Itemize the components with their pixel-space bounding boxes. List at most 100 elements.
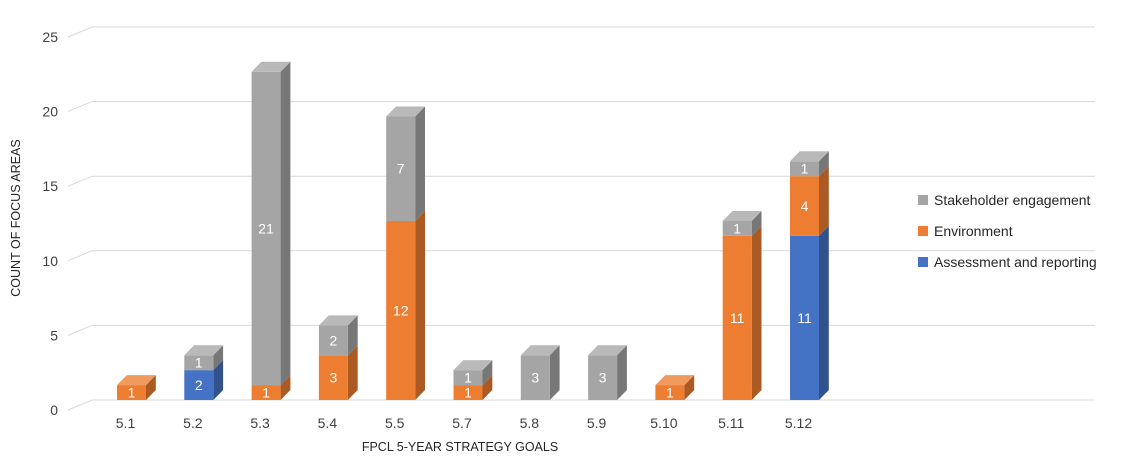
bar-top	[251, 61, 291, 72]
data-label: 1	[801, 161, 809, 177]
bar-segment: 12	[386, 210, 425, 400]
data-label: 2	[195, 377, 203, 393]
bar-front	[453, 370, 483, 386]
bar-front	[588, 355, 618, 400]
bar-front	[251, 385, 281, 400]
bar-side	[146, 375, 156, 400]
bar-top	[722, 210, 762, 221]
bar-segment: 1	[251, 375, 291, 401]
x-tick-label: 5.12	[785, 415, 812, 431]
data-label: 3	[531, 370, 539, 386]
bar-side	[213, 345, 224, 371]
bar-front	[722, 235, 752, 400]
data-label: 7	[397, 161, 405, 177]
data-label: 1	[262, 385, 270, 401]
bar-segment: 1	[790, 151, 829, 177]
bar-segment: 4	[790, 166, 829, 236]
x-tick-label: 5.8	[520, 415, 540, 431]
bar-segment: 2	[184, 360, 224, 400]
data-label: 1	[464, 385, 472, 401]
bar-front	[655, 385, 685, 400]
bar-front	[453, 385, 483, 400]
legend-swatch	[918, 257, 928, 267]
y-tick-label: 20	[42, 104, 58, 120]
x-tick-label: 5.2	[183, 415, 203, 431]
data-label: 1	[666, 385, 674, 401]
bar-front	[790, 161, 819, 177]
y-tick-label: 5	[50, 327, 58, 343]
gridline	[67, 175, 1095, 187]
bar-segment: 2	[318, 315, 358, 356]
bar-side	[751, 225, 762, 400]
bar-top	[117, 375, 156, 386]
y-tick-label: 0	[50, 402, 58, 418]
gridline	[67, 399, 1095, 411]
legend-swatch	[918, 195, 928, 205]
data-label: 11	[730, 310, 745, 326]
bar-segment: 1	[453, 375, 493, 401]
bar-front	[318, 325, 348, 356]
y-tick-label: 25	[42, 29, 58, 45]
data-label: 12	[393, 302, 409, 318]
bar-front	[184, 355, 214, 371]
bar-front	[117, 385, 146, 400]
bar-side	[549, 345, 560, 400]
bar-side	[617, 345, 627, 400]
bar-side	[415, 106, 425, 221]
data-label: 2	[330, 332, 338, 348]
bar-side	[684, 375, 695, 400]
legend: Stakeholder engagement Environment Assessm…	[918, 192, 1097, 270]
bar-segment: 3	[588, 345, 627, 400]
bar-segment: 11	[790, 225, 829, 400]
y-tick-label: 10	[42, 253, 58, 269]
bar-top	[588, 345, 627, 356]
bar-segment: 1	[117, 375, 156, 401]
bar-segment: 3	[318, 345, 358, 400]
x-tick-label: 5.9	[587, 415, 607, 431]
bar-top	[453, 360, 493, 371]
bar-side	[347, 315, 358, 356]
x-axis-ticks: 5.1 5.2 5.3 5.4 5.5 5.7 5.8 5.9 5.10 5.11 5.12	[116, 415, 813, 431]
bar-side	[280, 375, 291, 400]
data-label: 1	[464, 370, 472, 386]
bar-front	[386, 116, 416, 221]
bar-side	[280, 61, 291, 386]
x-tick-label: 5.3	[250, 415, 270, 431]
data-label: 21	[258, 220, 274, 236]
bar-top	[790, 151, 829, 162]
bar-top	[520, 345, 560, 356]
bar-segment: 1	[722, 210, 762, 236]
x-tick-label: 5.10	[650, 415, 677, 431]
gridline	[67, 26, 1095, 38]
bar-side	[819, 166, 829, 236]
bar-segment: 1	[655, 375, 695, 401]
legend-swatch	[918, 226, 928, 236]
bar-top	[386, 106, 425, 117]
legend-entry: Assessment and reporting	[934, 254, 1097, 270]
x-tick-label: 5.5	[385, 415, 405, 431]
bar-top	[318, 315, 358, 326]
bar-side	[819, 151, 829, 177]
bar-segment: 7	[386, 106, 425, 221]
data-label: 3	[599, 370, 607, 386]
bar-front	[184, 370, 214, 400]
bar-front	[386, 220, 416, 400]
x-tick-label: 5.7	[452, 415, 472, 431]
bar-front	[520, 355, 550, 400]
bar-segment: 11	[722, 225, 762, 400]
bar-front	[318, 355, 348, 400]
bar-side	[751, 210, 762, 236]
gridline	[67, 101, 1095, 113]
bar-side	[819, 225, 829, 400]
data-label: 3	[330, 370, 338, 386]
bar-segment: 1	[184, 345, 224, 371]
data-label: 11	[797, 310, 812, 326]
bar-top	[184, 345, 224, 356]
y-axis-title: COUNT OF FOCUS AREAS	[9, 139, 23, 296]
bar-segment: 1	[453, 360, 493, 386]
x-tick-label: 5.4	[318, 415, 338, 431]
y-axis-ticks: 0 5 10 15 20 25	[42, 29, 58, 418]
bar-side	[347, 345, 358, 400]
bar-top	[655, 375, 695, 386]
